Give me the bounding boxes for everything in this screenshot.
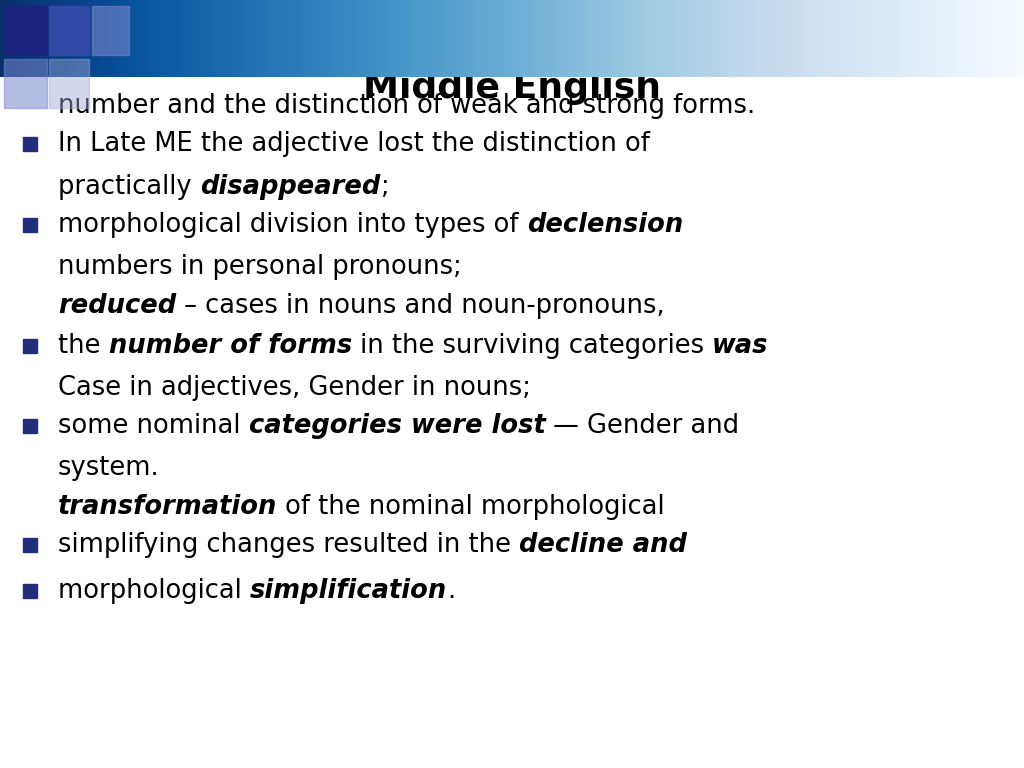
Text: transformation: transformation — [58, 494, 278, 520]
Text: practically: practically — [58, 174, 200, 200]
Text: — Gender and: — Gender and — [546, 413, 739, 439]
Bar — [23, 339, 37, 353]
Bar — [23, 419, 37, 433]
Bar — [23, 137, 37, 151]
Text: decline and: decline and — [519, 532, 687, 558]
Bar — [23, 584, 37, 598]
Text: the: the — [58, 333, 109, 359]
Text: morphological division into types of: morphological division into types of — [58, 212, 526, 238]
Text: numbers in personal pronouns;: numbers in personal pronouns; — [58, 254, 462, 280]
Text: Case in adjectives, Gender in nouns;: Case in adjectives, Gender in nouns; — [58, 375, 530, 401]
Bar — [92, 6, 129, 55]
Bar — [4, 6, 47, 55]
Text: in the surviving categories: in the surviving categories — [352, 333, 712, 359]
Text: Changes in the nominal system in: Changes in the nominal system in — [167, 31, 857, 65]
Text: morphological: morphological — [58, 578, 250, 604]
Text: .: . — [447, 578, 456, 604]
Text: categories were lost: categories were lost — [249, 413, 546, 439]
Text: was: was — [712, 333, 769, 359]
Bar — [49, 6, 89, 55]
Text: simplification: simplification — [250, 578, 447, 604]
Bar — [4, 59, 47, 108]
Text: Middle English: Middle English — [362, 71, 662, 105]
Bar — [23, 218, 37, 232]
Text: declension: declension — [526, 212, 683, 238]
Text: – cases in nouns and noun-pronouns,: – cases in nouns and noun-pronouns, — [176, 293, 665, 319]
Text: some nominal: some nominal — [58, 413, 249, 439]
Bar — [23, 538, 37, 552]
Text: simplifying changes resulted in the: simplifying changes resulted in the — [58, 532, 519, 558]
Text: of the nominal morphological: of the nominal morphological — [278, 494, 665, 520]
Text: reduced: reduced — [58, 293, 176, 319]
Text: system.: system. — [58, 455, 160, 482]
Bar — [49, 59, 89, 108]
Text: number of forms: number of forms — [109, 333, 352, 359]
Text: number and the distinction of weak and strong forms.: number and the distinction of weak and s… — [58, 93, 755, 119]
Text: disappeared: disappeared — [200, 174, 380, 200]
Text: In Late ME the adjective lost the distinction of: In Late ME the adjective lost the distin… — [58, 131, 650, 157]
Text: ;: ; — [380, 174, 389, 200]
